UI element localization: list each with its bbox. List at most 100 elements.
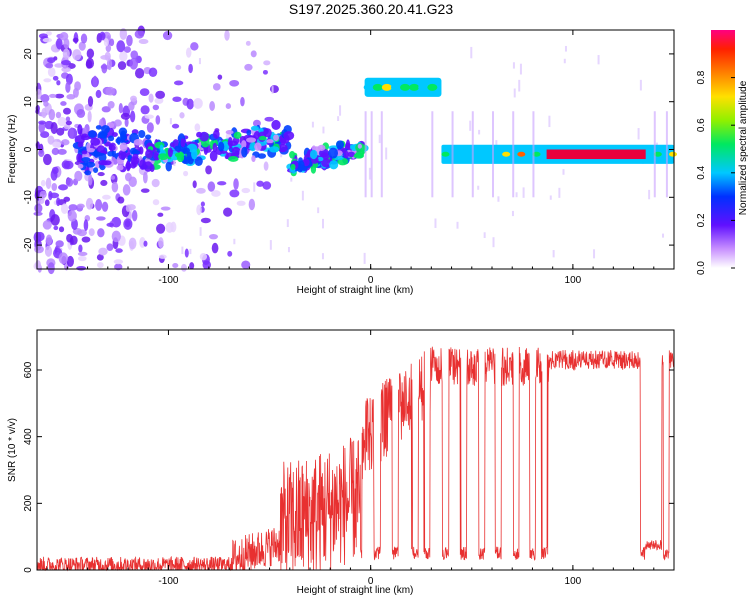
spectrogram-noise-blob xyxy=(56,127,65,136)
spectrogram-spike xyxy=(653,111,656,198)
spectrogram-noise-blob xyxy=(44,199,50,207)
spectrogram-ridge-blob xyxy=(77,124,83,135)
spectrogram-ridge-blob xyxy=(258,135,267,141)
spectrogram-spike xyxy=(431,111,434,198)
spectrogram-noise-blob xyxy=(66,94,76,100)
spectrogram-noise-blob xyxy=(128,237,137,250)
spectrogram-ridge-blob xyxy=(101,124,110,134)
spectrogram-ridge-blob xyxy=(176,152,185,163)
colorbar-tick-label: 0.0 xyxy=(696,261,707,275)
colorbar-ticks: 0.0 0.2 0.4 0.6 0.8 xyxy=(696,70,735,275)
spectrogram-noise-blob xyxy=(35,260,41,270)
spectrogram-noise-blob xyxy=(224,29,230,41)
colorbar-tick-label: 0.4 xyxy=(696,165,707,179)
y-tick-label: -20 xyxy=(23,237,34,252)
spectrogram-noise-blob xyxy=(106,222,114,227)
spectrogram-noise-blob xyxy=(85,197,94,210)
snr-y-ticks: 0 200 400 600 xyxy=(23,361,674,573)
spectrogram-noise-blob xyxy=(103,38,109,47)
spectrogram-streak xyxy=(311,121,314,128)
spectrogram-noise-blob xyxy=(207,181,216,192)
spectrogram-noise-blob xyxy=(57,116,67,127)
spectrogram-noise-blob xyxy=(162,31,173,41)
spectrogram-noise-blob xyxy=(48,93,57,98)
spectrogram-streak xyxy=(662,233,665,238)
spectrogram-noise-blob xyxy=(205,165,212,175)
spectrogram-ridge-blob xyxy=(290,163,296,171)
spectrogram-band-node xyxy=(400,83,411,91)
spectrogram-noise-blob xyxy=(269,85,279,94)
spectrogram-ridge-blob xyxy=(77,141,84,148)
spectrogram-noise-blob xyxy=(172,96,182,102)
spectrogram-noise-blob xyxy=(129,110,136,123)
spectrogram-streak xyxy=(548,115,551,128)
spectrogram-noise-blob xyxy=(142,171,148,184)
spectrogram-noise-blob xyxy=(98,247,108,256)
spectrogram-band-node xyxy=(668,151,677,157)
spectrogram-noise-blob xyxy=(60,101,67,106)
spectrogram-noise-blob xyxy=(130,50,139,60)
spectrogram-noise-blob xyxy=(65,120,72,126)
spectrogram-streak xyxy=(169,118,172,125)
spectrogram-noise-blob xyxy=(59,32,69,41)
spectrogram-ridge-blob xyxy=(85,161,96,168)
spectrogram-streak xyxy=(593,249,596,259)
spectrogram-noise-blob xyxy=(61,139,70,146)
spectrogram-noise-blob xyxy=(173,80,184,86)
spectrogram-noise-blob xyxy=(130,95,137,102)
spectrogram-streak xyxy=(513,88,516,98)
spectrogram-noise-blob xyxy=(72,37,79,43)
spectrogram-noise-blob xyxy=(95,89,102,99)
spectrogram-noise-blob xyxy=(38,33,48,39)
spectrogram-band-node xyxy=(427,83,438,91)
spectrogram-streak xyxy=(199,227,202,236)
colorbar-tick-label: 0.8 xyxy=(696,70,707,84)
spectrogram-streak xyxy=(639,79,642,91)
spectrogram-noise-blob xyxy=(44,245,53,257)
spectrogram-band-node xyxy=(418,83,429,91)
spectrogram-ridge-blob xyxy=(257,153,267,159)
spectrogram-streak xyxy=(549,195,552,200)
spectrogram-noise-blob xyxy=(82,127,87,136)
spectrogram-noise-blob xyxy=(262,69,268,75)
spectrogram-ridge-blob xyxy=(77,163,84,169)
spectrogram-noise-blob xyxy=(63,38,70,49)
spectrogram-x-label: Height of straight line (km) xyxy=(297,285,414,296)
spectrogram-noise-blob xyxy=(83,219,89,231)
spectrogram-ridge-blob xyxy=(266,139,274,144)
spectrogram-ridge-blob xyxy=(95,125,102,130)
spectrogram-ridge-blob xyxy=(250,125,260,131)
spectrogram-noise-blob xyxy=(158,237,164,249)
spectrogram-noise-blob xyxy=(139,88,150,97)
spectrogram-ridge-blob xyxy=(241,140,247,149)
spectrogram-streak xyxy=(189,248,192,255)
spectrogram-noise-blob xyxy=(111,181,119,193)
spectrogram-noise-blob xyxy=(48,108,56,121)
spectrogram-noise-blob xyxy=(227,250,233,257)
spectrogram-streak xyxy=(470,46,473,59)
spectrogram-ridge-blob xyxy=(254,142,262,151)
spectrogram-noise-blob xyxy=(175,64,182,70)
spectrogram-spike xyxy=(665,111,668,198)
spectrogram-noise-blob xyxy=(115,248,123,253)
spectrogram-noise-blob xyxy=(66,233,73,243)
spectrogram-ridge-blob xyxy=(336,140,345,149)
spectrogram-noise-blob xyxy=(55,37,63,50)
spectrogram-streak xyxy=(271,86,274,94)
spectrogram-ridge-blob xyxy=(81,157,91,163)
spectrogram-ridge-blob xyxy=(249,141,257,152)
spectrogram-noise-blob xyxy=(78,244,83,253)
spectrogram-ridge-blob xyxy=(298,160,305,172)
spectrogram-ridge-blob xyxy=(246,129,252,136)
spectrogram-ridge-blob xyxy=(125,162,132,170)
spectrogram-noise-blob xyxy=(263,60,271,66)
spectrogram-ridge-blob xyxy=(199,131,210,142)
spectrogram-noise-blob xyxy=(61,60,71,66)
spectrogram-noise-blob xyxy=(233,178,239,190)
spectrogram-ridge-blob xyxy=(119,142,128,152)
x-tick-label: 100 xyxy=(565,576,582,587)
spectrogram-noise-blob xyxy=(95,198,103,211)
spectrogram-band-node xyxy=(456,151,465,157)
